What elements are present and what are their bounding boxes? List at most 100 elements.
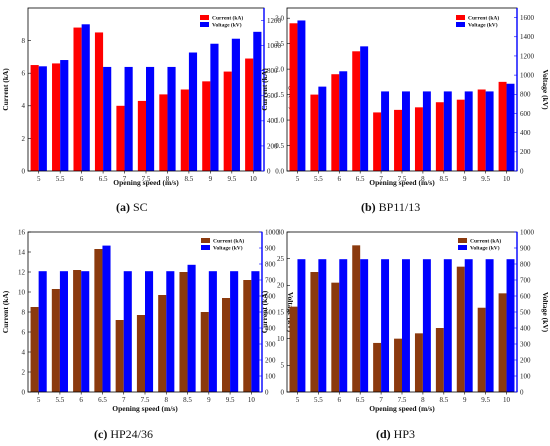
chart-0-voltage-bar-0 bbox=[38, 66, 47, 171]
caption-a-letter: (a) bbox=[116, 200, 130, 214]
chart-1-ytick-right-label-7: 1400 bbox=[520, 33, 535, 41]
chart-3-ytick-right-label-9: 900 bbox=[520, 244, 531, 252]
chart-0-ytick-right-label-0: 0 bbox=[267, 167, 271, 175]
chart-0-ytick-left-label-3: 6 bbox=[22, 70, 26, 78]
chart-2-ylabel-left: Current (kA) bbox=[1, 290, 10, 333]
chart-0-current-bar-1 bbox=[52, 63, 61, 171]
chart-0-legend-label-1: Voltage (kV) bbox=[212, 22, 242, 29]
chart-1-ytick-left-label-0: 0.0 bbox=[275, 167, 284, 175]
chart-3-current-bar-8 bbox=[456, 266, 465, 392]
chart-2-voltage-bar-8 bbox=[208, 271, 217, 392]
caption-b-letter: (b) bbox=[361, 200, 376, 214]
chart-3-ytick-left-label-2: 10 bbox=[277, 335, 285, 343]
chart-3-ytick-right-label-7: 700 bbox=[520, 276, 531, 284]
chart-0-voltage-bar-4 bbox=[124, 66, 133, 171]
chart-1-voltage-bar-0 bbox=[297, 20, 306, 171]
chart-0-current-bar-0 bbox=[30, 65, 39, 171]
chart-2-voltage-bar-0 bbox=[38, 271, 47, 392]
chart-1-current-bar-8 bbox=[456, 99, 465, 171]
chart-1-current-bar-5 bbox=[394, 109, 402, 171]
caption-b-text: BP11/13 bbox=[378, 200, 421, 214]
chart-2-legend-label-0: Current (kA) bbox=[213, 238, 244, 245]
chart-3-ytick-left-label-1: 5 bbox=[281, 362, 285, 370]
chart-3-ytick-left-label-5: 25 bbox=[277, 255, 285, 263]
chart-1-xtick-label-9: 9.5 bbox=[481, 175, 490, 183]
chart-3-legend: Current (kA)Voltage (kV) bbox=[458, 238, 501, 252]
chart-2-ytick-right-label-4: 400 bbox=[265, 324, 276, 332]
chart-3-current-bar-5 bbox=[394, 338, 402, 392]
chart-0-xtick-label-8: 9 bbox=[209, 175, 213, 183]
chart-0-ytick-right-label-5: 1000 bbox=[267, 42, 282, 50]
chart-2-current-bar-1 bbox=[51, 289, 60, 392]
chart-3-xtick-label-1: 5.5 bbox=[314, 396, 323, 404]
chart-0-current-bar-9 bbox=[223, 71, 232, 171]
chart-0-xtick-label-2: 6 bbox=[80, 175, 84, 183]
chart-2-ytick-right-label-7: 700 bbox=[265, 276, 276, 284]
chart-3-voltage-bar-3 bbox=[360, 259, 369, 392]
chart-1-xtick-label-4: 7 bbox=[379, 175, 383, 183]
chart-2-ytick-left-label-5: 10 bbox=[18, 288, 26, 296]
chart-2-xtick-label-3: 6.5 bbox=[98, 396, 107, 404]
chart-2-current-bar-6 bbox=[158, 295, 167, 392]
chart-3-xtick-label-6: 8 bbox=[421, 396, 425, 404]
chart-3-ytick-right-label-2: 200 bbox=[520, 356, 531, 364]
chart-1-ytick-right-label-1: 200 bbox=[520, 148, 531, 156]
chart-2-xlabel: Opening speed (m/s) bbox=[112, 404, 178, 413]
chart-0-xtick-label-6: 8 bbox=[166, 175, 170, 183]
caption-d-letter: (d) bbox=[376, 427, 391, 441]
chart-1-ytick-right-label-6: 1200 bbox=[520, 52, 535, 60]
chart-0-xlabel: Opening speed (m/s) bbox=[113, 178, 179, 187]
chart-1-ytick-left-label-1: 0.5 bbox=[275, 142, 284, 150]
chart-3-voltage-bar-4 bbox=[381, 259, 390, 392]
chart-3-xtick-label-0: 5 bbox=[296, 396, 300, 404]
chart-3-xtick-label-5: 7.5 bbox=[398, 396, 407, 404]
chart-2-voltage-bar-6 bbox=[166, 271, 175, 392]
chart-1-ytick-right-label-0: 0 bbox=[520, 167, 524, 175]
chart-3-voltage-bar-10 bbox=[506, 259, 515, 392]
chart-1-xtick-label-8: 9 bbox=[463, 175, 467, 183]
chart-3-ytick-right-label-0: 0 bbox=[520, 388, 524, 396]
chart-1-xtick-label-7: 8.5 bbox=[439, 175, 448, 183]
chart-1-ylabel-right: Voltage (kV) bbox=[541, 69, 550, 110]
chart-2-ytick-right-label-3: 300 bbox=[265, 340, 276, 348]
chart-2-voltage-bar-2 bbox=[81, 271, 90, 392]
chart-3-ytick-right-label-1: 100 bbox=[520, 372, 531, 380]
chart-0-current-bar-3 bbox=[94, 32, 104, 172]
chart-0-legend-label-0: Current (kA) bbox=[212, 15, 243, 22]
chart-2-xtick-label-5: 7.5 bbox=[141, 396, 150, 404]
chart-0-voltage-bar-8 bbox=[210, 43, 219, 171]
chart-2-ytick-left-label-1: 2 bbox=[22, 368, 26, 376]
chart-2-current-bar-8 bbox=[200, 312, 209, 392]
chart-2-ytick-left-label-2: 4 bbox=[22, 348, 26, 356]
chart-2-current-bar-3 bbox=[94, 249, 103, 392]
chart-1-ytick-left-label-2: 1.0 bbox=[275, 116, 284, 124]
chart-3-voltage-bar-0 bbox=[297, 259, 306, 392]
chart-0: 5 5.5 6 6.5 7 7.5 8 8.5 9 9.5 10 0 2 4 6 8 0 200 400 600 800… bbox=[1, 7, 297, 187]
chart-0-xtick-label-10: 10 bbox=[250, 175, 258, 183]
chart-0-current-bar-6 bbox=[159, 94, 168, 171]
chart-1-xlabel: Opening speed (m/s) bbox=[369, 178, 435, 187]
chart-2-ytick-right-label-8: 800 bbox=[265, 260, 276, 268]
chart-3-ytick-left-label-4: 20 bbox=[277, 282, 285, 290]
chart-0-xtick-label-9: 9.5 bbox=[227, 175, 236, 183]
chart-2-xtick-label-1: 5.5 bbox=[56, 396, 65, 404]
chart-0-xtick-label-1: 5.5 bbox=[56, 175, 65, 183]
chart-0-current-bar-7 bbox=[180, 89, 189, 171]
chart-1-current-bar-2 bbox=[331, 74, 340, 171]
chart-3-voltage-bar-1 bbox=[318, 259, 327, 392]
caption-c-letter: (c) bbox=[94, 427, 108, 441]
caption-a-text: SC bbox=[133, 200, 148, 214]
chart-1-current-bar-10 bbox=[498, 81, 507, 171]
chart-0-voltage-bar-5 bbox=[146, 66, 155, 171]
chart-3-current-bar-1 bbox=[310, 272, 319, 392]
chart-2-voltage-bar-7 bbox=[187, 264, 196, 392]
chart-1-xtick-label-5: 7.5 bbox=[398, 175, 407, 183]
caption-a: (a) SC bbox=[116, 200, 148, 215]
chart-1-current-bar-1 bbox=[310, 94, 319, 171]
chart-2-legend-swatch-1 bbox=[201, 245, 210, 250]
chart-3-ytick-right-label-4: 400 bbox=[520, 324, 531, 332]
chart-1-current-bar-9 bbox=[477, 89, 486, 171]
chart-3-xtick-label-8: 9 bbox=[463, 396, 467, 404]
chart-2-current-bar-0 bbox=[30, 307, 39, 392]
chart-3-voltage-bar-9 bbox=[485, 259, 494, 392]
